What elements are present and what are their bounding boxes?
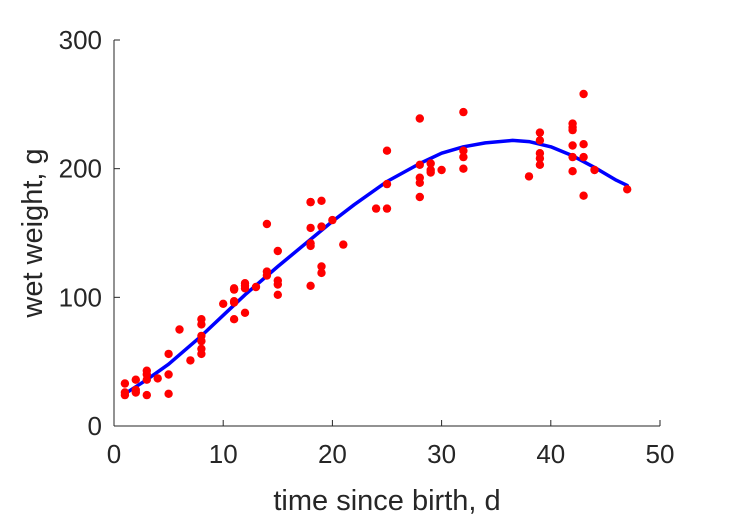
plot-series (120, 89, 632, 400)
data-point (415, 192, 424, 202)
fit-curve (123, 138, 629, 396)
data-point (197, 331, 206, 341)
data-point (568, 152, 577, 162)
data-point (306, 223, 315, 233)
data-point (262, 267, 272, 276)
data-point (339, 240, 348, 249)
data-point (535, 128, 545, 137)
data-point (317, 196, 326, 205)
data-point (306, 281, 315, 290)
data-point (415, 114, 424, 123)
data-point (568, 167, 577, 176)
data-point (579, 191, 588, 200)
data-point (568, 119, 577, 128)
data-point (120, 379, 130, 388)
x-tick-label: 30 (427, 439, 456, 469)
data-point (229, 315, 239, 324)
x-tick-label: 50 (646, 439, 675, 469)
data-point (175, 325, 184, 334)
data-point (382, 146, 392, 155)
data-point (328, 215, 337, 225)
data-point (437, 165, 446, 175)
data-point (186, 356, 195, 365)
data-point (459, 164, 468, 173)
data-point (273, 276, 282, 285)
y-tick-label: 100 (59, 282, 102, 312)
y-ticks: 0 100 200 300 (59, 25, 120, 441)
x-axis-label: time since birth, d (273, 485, 500, 517)
data-point (273, 246, 282, 256)
data-point (459, 146, 468, 155)
data-point (415, 173, 424, 182)
data-point (590, 165, 599, 175)
data-point (131, 385, 140, 395)
data-point (142, 366, 151, 375)
data-point (229, 284, 239, 293)
y-tick-label: 300 (59, 25, 102, 55)
x-tick-label: 0 (107, 439, 121, 469)
data-point (131, 375, 140, 384)
data-point (568, 141, 577, 150)
data-point (251, 282, 261, 292)
data-point (459, 107, 468, 117)
data-point (164, 389, 173, 398)
data-point (317, 262, 326, 271)
x-ticks: 0 10 20 30 40 50 (107, 420, 675, 469)
data-point (579, 89, 588, 99)
data-point (623, 185, 632, 194)
data-point (197, 315, 206, 324)
axes (113, 40, 660, 427)
data-point (219, 299, 228, 308)
data-point (415, 160, 424, 169)
data-point (229, 297, 239, 306)
y-tick-label: 0 (88, 411, 102, 441)
data-point (197, 344, 206, 353)
data-point (306, 197, 315, 207)
data-point (535, 136, 545, 145)
x-tick-label: 10 (209, 439, 238, 469)
data-point (317, 222, 326, 231)
data-point (120, 388, 130, 397)
data-point (579, 152, 588, 162)
data-point (273, 290, 282, 299)
data-point (164, 349, 173, 359)
y-tick-label: 200 (59, 154, 102, 184)
data-point (524, 172, 534, 181)
data-point (459, 152, 468, 162)
data-point (535, 160, 545, 169)
data-point (426, 165, 435, 175)
x-tick-label: 40 (536, 439, 565, 469)
data-point (317, 268, 326, 278)
data-point (240, 279, 250, 288)
data-point (371, 204, 381, 213)
data-point (153, 374, 162, 383)
data-point (240, 308, 250, 317)
data-point (164, 370, 173, 379)
y-axis-label: wet weight, g (17, 148, 49, 318)
data-point (579, 140, 588, 149)
data-point (535, 149, 545, 158)
data-point (262, 219, 272, 229)
data-point (426, 159, 435, 168)
data-point (382, 204, 392, 213)
x-tick-label: 20 (318, 439, 347, 469)
data-point (306, 239, 315, 248)
data-point (142, 390, 151, 400)
data-point (382, 179, 392, 189)
